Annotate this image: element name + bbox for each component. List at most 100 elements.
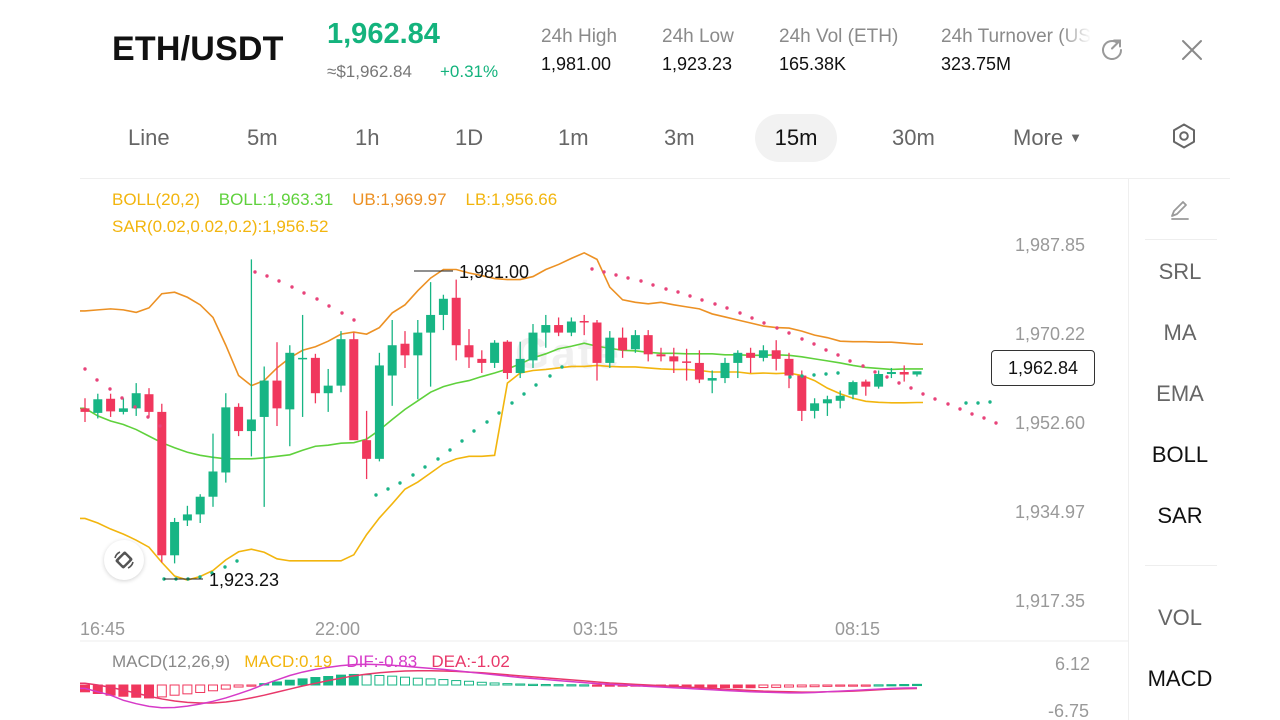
tab-15m[interactable]: 15m — [755, 114, 837, 162]
sar-dot — [988, 400, 992, 404]
candle-body — [630, 335, 640, 350]
tab-5m[interactable]: 5m — [247, 125, 278, 150]
macd-histogram-bar — [912, 683, 922, 687]
rotate-screen-button[interactable] — [104, 540, 144, 580]
sar-dot — [302, 291, 306, 295]
indicator-sar[interactable]: SAR — [1157, 503, 1203, 528]
macd-dif-line — [80, 663, 918, 709]
candle-body — [118, 408, 128, 412]
macd-histogram-bar — [438, 679, 449, 686]
indicator-boll[interactable]: BOLL — [1151, 442, 1209, 467]
candle-body — [822, 399, 832, 404]
stat-label: 24h Low — [662, 26, 734, 47]
stat-value: 1,923.23 — [662, 54, 733, 74]
macd-histogram-bar — [182, 684, 193, 695]
sar-dot — [976, 401, 980, 405]
sar-dot — [265, 274, 269, 278]
candle-body — [272, 380, 282, 409]
sar-dot — [158, 424, 162, 428]
tab-30m[interactable]: 30m — [892, 125, 935, 150]
sar-dot — [83, 367, 87, 371]
close-icon[interactable] — [1176, 34, 1208, 66]
time-axis-label: 16:45 — [80, 619, 125, 639]
candle-body — [502, 341, 512, 374]
sar-dot — [327, 304, 331, 308]
candle-body — [182, 514, 192, 521]
tab-1h[interactable]: 1h — [355, 125, 380, 150]
sar-dot — [897, 381, 901, 385]
tab-line[interactable]: Line — [128, 125, 170, 150]
macd-histogram-bar — [208, 684, 218, 692]
macd-histogram-bar — [886, 684, 897, 687]
candle-body — [912, 371, 922, 375]
sar-dot — [315, 297, 319, 301]
sar-dot — [108, 387, 112, 391]
candle-body — [797, 375, 807, 411]
sar-dot — [235, 559, 239, 563]
sar-dot — [836, 371, 840, 375]
candle-body — [669, 356, 679, 362]
pair-name[interactable]: ETH/USDT — [112, 30, 284, 68]
tab-1m[interactable]: 1m — [558, 125, 589, 150]
tab-3m[interactable]: 3m — [664, 125, 695, 150]
macd-histogram-bar — [732, 684, 743, 689]
candle-body — [694, 362, 704, 380]
sar-dot — [700, 298, 704, 302]
share-icon[interactable] — [1096, 34, 1128, 66]
candle-body — [810, 403, 820, 411]
sar-dot — [836, 353, 840, 357]
sar-dot — [762, 321, 766, 325]
indicator-macd[interactable]: MACD — [1147, 666, 1213, 691]
candle-body — [592, 322, 602, 363]
tab-more[interactable]: More ▼ — [997, 114, 1098, 162]
candle-body — [899, 371, 909, 375]
macd-histogram-bar — [169, 684, 180, 696]
sar-dot — [253, 270, 257, 274]
candle-body — [195, 496, 205, 515]
candle-body — [349, 339, 359, 441]
candle-body — [758, 350, 768, 358]
price-axis-label: 1,917.35 — [1015, 591, 1085, 611]
sar-dot — [933, 397, 937, 401]
ticker-header: ETH/USDT 1,962.84 ≈$1,962.84 +0.31% 24h … — [0, 0, 1280, 100]
sar-dot — [800, 337, 804, 341]
candle-body — [208, 471, 218, 497]
indicator-srl[interactable]: SRL — [1158, 259, 1202, 284]
indicator-vol[interactable]: VOL — [1157, 605, 1203, 630]
sar-dot — [958, 407, 962, 411]
indicator-ma[interactable]: MA — [1163, 320, 1197, 345]
draw-pencil-icon[interactable] — [1165, 195, 1195, 225]
tab-1d[interactable]: 1D — [455, 125, 484, 150]
sar-dot — [472, 429, 476, 433]
chart-area[interactable]: Gate BOLL(20,2) BOLL:1,963.31 UB:1,969.9… — [80, 178, 1128, 720]
sar-dot — [146, 415, 150, 419]
rotate-icon — [114, 551, 134, 569]
boll-params: BOLL(20,2) — [112, 190, 200, 209]
price-axis-label: 1,952.60 — [1015, 413, 1085, 433]
macd-histogram-bar — [310, 677, 321, 686]
sar-dot — [120, 396, 124, 400]
macd-histogram-bar — [784, 684, 794, 688]
stat-24h-high: 24h High 1,981.00 — [541, 26, 617, 75]
macd-histogram-bar — [476, 681, 487, 686]
candlestick-chart[interactable]: 1,987.85 1,970.22 1,952.60 1,934.97 1,917.35… — [80, 179, 1128, 720]
candle-body — [413, 332, 423, 356]
sar-dot — [994, 421, 998, 425]
sar-dot — [688, 294, 692, 298]
candle-body — [221, 407, 231, 473]
candle-body — [477, 358, 487, 363]
stat-value: 165.38K — [779, 54, 847, 74]
candle-body — [80, 408, 90, 412]
candle-body — [720, 362, 730, 379]
macd-histogram-bar — [374, 674, 385, 686]
sar-dot — [909, 386, 913, 390]
indicator-ema[interactable]: EMA — [1156, 381, 1204, 406]
candle-body — [784, 358, 794, 376]
chart-settings-icon[interactable] — [1166, 118, 1202, 154]
candle-body — [285, 352, 295, 410]
sar-dot — [590, 267, 594, 271]
macd-legend: MACD(12,26,9) MACD:0.19 DIF:-0.83 DEA:-1… — [112, 652, 510, 672]
sar-dot — [223, 565, 227, 569]
macd-histogram-bar — [156, 684, 167, 698]
last-price: 1,962.84 — [327, 18, 440, 50]
